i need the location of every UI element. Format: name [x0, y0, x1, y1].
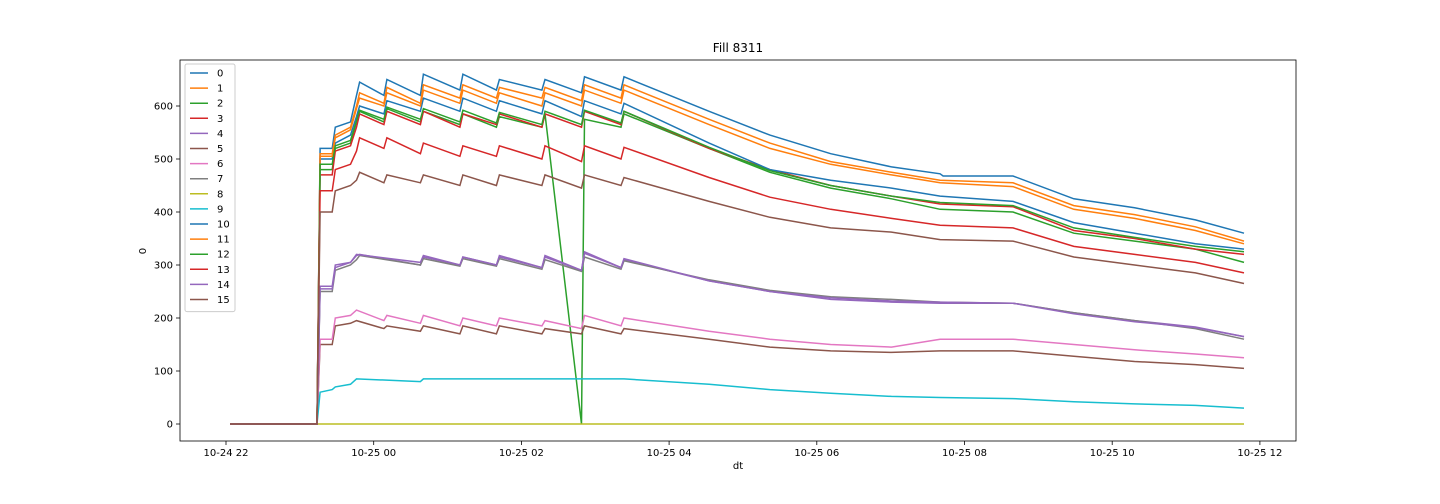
series-line-9	[230, 378, 1245, 425]
legend-label-7: 7	[217, 174, 223, 185]
legend-label-13: 13	[217, 265, 230, 276]
plot-area	[179, 59, 1297, 442]
legend-label-3: 3	[217, 114, 223, 125]
y-tick-label: 400	[154, 208, 173, 219]
y-tick-label: 500	[154, 155, 173, 166]
legend-label-11: 11	[217, 235, 230, 246]
legend-label-6: 6	[217, 159, 223, 170]
x-tick-label: 10-25 02	[499, 448, 544, 459]
legend-label-12: 12	[217, 250, 230, 261]
series-line-14	[230, 252, 1245, 425]
legend-box	[184, 63, 236, 313]
legend-label-4: 4	[217, 129, 223, 140]
y-tick-label: 600	[154, 102, 173, 113]
x-tick-label: 10-25 00	[351, 448, 396, 459]
x-tick-label: 10-24 22	[204, 448, 249, 459]
legend-label-2: 2	[217, 99, 223, 110]
series-line-11	[230, 89, 1245, 425]
legend-label-15: 15	[217, 295, 230, 306]
x-tick-label: 10-25 06	[794, 448, 839, 459]
x-tick-label: 10-25 08	[942, 448, 987, 459]
y-tick-label: 300	[154, 261, 173, 272]
x-axis-label: dt	[733, 461, 743, 472]
series-line-10	[230, 97, 1245, 425]
chart-title: Fill 8311	[713, 41, 763, 55]
x-axis: 10-24 22 10-25 00 10-25 02 10-25 04 10-25 06…	[204, 441, 1282, 459]
y-tick-label: 200	[154, 314, 173, 325]
y-tick-label: 100	[154, 367, 173, 378]
series-line-15	[230, 171, 1245, 425]
x-tick-label: 10-25 04	[647, 448, 692, 459]
series-line-12	[230, 106, 1245, 425]
legend-label-5: 5	[217, 144, 223, 155]
y-axis: 0 100 200 300 400 500 600	[154, 102, 180, 431]
y-axis-label: 0	[138, 248, 149, 254]
series-line-0	[230, 73, 1245, 425]
legend-label-8: 8	[217, 189, 223, 200]
series-layer	[230, 73, 1245, 425]
series-line-1	[230, 83, 1245, 425]
series-line-5	[230, 319, 1245, 425]
x-tick-label: 10-25 10	[1090, 448, 1135, 459]
y-tick-label: 0	[167, 420, 173, 431]
legend-label-0: 0	[217, 69, 223, 80]
x-tick-label: 10-25 12	[1237, 448, 1282, 459]
legend-label-1: 1	[217, 84, 223, 95]
legend-label-10: 10	[217, 220, 230, 231]
legend-label-9: 9	[217, 204, 223, 215]
legend-label-14: 14	[217, 280, 230, 291]
series-line-13	[230, 136, 1245, 425]
series-line-6	[230, 309, 1245, 425]
